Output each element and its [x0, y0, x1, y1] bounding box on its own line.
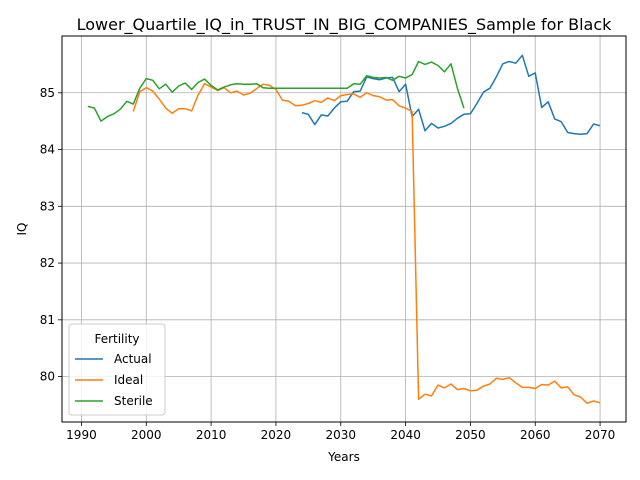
legend-items: Actual Ideal Sterile [75, 352, 153, 408]
axis-ticks: 1990 2000 2010 2020 2030 2040 2050 2060 2070 80 81… [40, 86, 616, 442]
legend-label-actual: Actual [114, 352, 152, 366]
series-line-ideal [132, 82, 601, 405]
x-tick-label: 1990 [66, 428, 97, 442]
x-tick-label: 2040 [390, 428, 421, 442]
y-tick-label: 83 [40, 199, 55, 213]
y-tick-label: 84 [40, 143, 55, 157]
x-tick-label: 2050 [455, 428, 486, 442]
x-tick-label: 2060 [520, 428, 551, 442]
y-tick-label: 81 [40, 313, 55, 327]
x-tick-label: 2000 [131, 428, 162, 442]
grid-lines [62, 36, 626, 422]
series-lines [87, 54, 601, 405]
legend: Fertility Actual Ideal Sterile [68, 323, 166, 416]
legend-title: Fertility [94, 332, 139, 346]
x-tick-label: 2010 [196, 428, 227, 442]
y-tick-label: 80 [40, 370, 55, 384]
series-line-sterile [87, 60, 465, 122]
plot-frame [61, 35, 627, 423]
chart-title: Lower_Quartile_IQ_in_TRUST_IN_BIG_COMPAN… [77, 15, 613, 35]
legend-box [68, 323, 166, 416]
x-axis-label: Years [327, 450, 360, 464]
y-tick-label: 85 [40, 86, 55, 100]
x-tick-label: 2030 [325, 428, 356, 442]
legend-label-sterile: Sterile [114, 394, 153, 408]
x-tick-label: 2070 [585, 428, 616, 442]
x-tick-label: 2020 [261, 428, 292, 442]
y-axis-label: IQ [15, 223, 29, 236]
legend-label-ideal: Ideal [114, 373, 143, 387]
y-tick-label: 82 [40, 256, 55, 270]
